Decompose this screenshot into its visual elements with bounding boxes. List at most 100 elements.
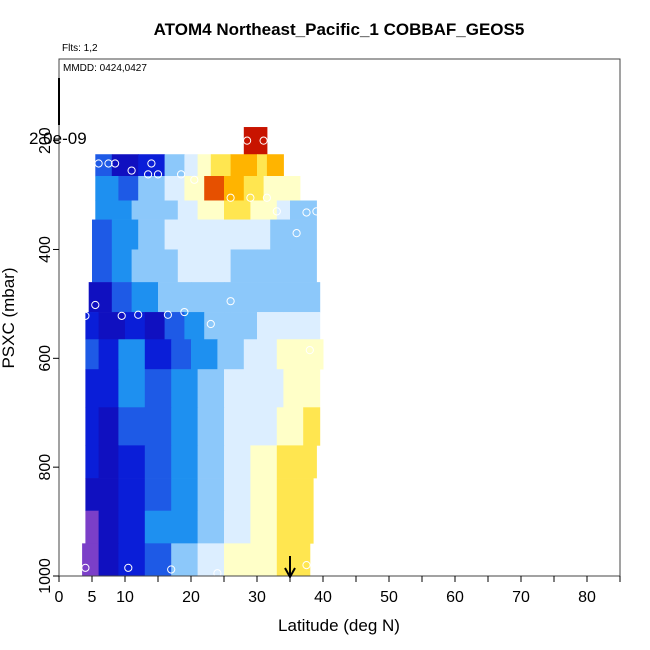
heatmap-cell [276,478,298,511]
sample-point [167,565,176,574]
x-axis-label: Latitude (deg N) [278,616,400,635]
x-tick-label: 30 [248,589,266,606]
heatmap-cell [85,478,100,511]
heatmap-cell [197,407,225,446]
heatmap-cell [303,339,324,370]
heatmap-cell [296,543,311,577]
heatmap-cell [224,282,251,313]
chart-title: ATOM4 Northeast_Pacific_1 COBBAF_GEOS5 [154,20,525,39]
sample-point [246,193,255,202]
heatmap-cell [217,339,245,370]
heatmap-cell [191,339,218,370]
sample-point [81,311,90,320]
heatmap-cell [270,219,291,250]
heatmap-cell [171,478,199,511]
heatmap-cell [82,543,100,577]
arrow-head [284,567,296,580]
sample-point [213,569,222,578]
heatmap-cell [164,154,185,177]
sample-point [272,207,281,216]
heatmap-cell [158,200,179,220]
heatmap-cell [164,219,192,250]
heatmap-cell [230,312,258,340]
heatmap-cell [85,510,100,544]
heatmap-cell [131,200,159,220]
heatmap-cell [250,510,278,544]
heatmap-cell [92,249,113,283]
heatmap-cell [224,369,251,408]
heatmap-cell [88,282,113,313]
heatmap-cell [164,312,185,340]
sample-point [94,159,103,168]
heatmap-cell [138,219,166,250]
heatmap-cell [184,154,199,177]
heatmap-cell [250,200,278,220]
sample-point [104,159,113,168]
plot-frame [58,58,621,577]
sample-point [226,297,235,306]
heatmap-cells [82,127,324,577]
heatmap-cell [283,176,301,201]
heatmap-cell [250,282,284,313]
heatmap-cell [164,176,185,201]
heatmap-cell [276,543,298,577]
sample-point [243,136,252,145]
sample-point [180,307,189,317]
x-axis: 0 5 10 20 30 40 50 60 70 80 [55,576,621,606]
heatmap-cell [111,282,133,313]
y-axis: 200 400 600 800 1000 [37,127,59,594]
heatmap-cell [118,339,146,370]
heatmap-cell [118,478,146,511]
y-axis-label: PSXC (mbar) [0,267,18,368]
heatmap-cell [131,282,159,313]
x-tick-label: 80 [578,589,596,606]
sample-point [91,300,100,310]
heatmap-cell [290,312,321,340]
heatmap-cell [144,407,172,446]
heatmap-cell [95,176,119,201]
heatmap-cell [224,200,251,220]
heatmap-cell [171,543,199,577]
heatmap-cell [144,312,166,340]
heatmap-cell [263,176,284,201]
heatmap-cell [204,312,232,340]
heatmap-cell [224,445,251,479]
y-tick-label: 1000 [37,558,54,594]
y-tick-label: 200 [37,127,54,154]
dates-label: MMDD: 0424,0427 [63,63,147,74]
sample-point [134,310,143,319]
heatmap-cell [224,510,251,544]
heatmap-cell [118,369,146,408]
heatmap-cell [144,543,172,577]
sample-point [312,207,321,216]
y-tick-label: 600 [37,345,54,372]
heatmap-cell [250,543,278,577]
sample-point [124,563,133,572]
heatmap-cell [250,445,278,479]
heatmap-cell [158,282,192,313]
heatmap-cell [243,127,268,155]
heatmap-cell [171,339,192,370]
heatmap-cell [250,407,278,446]
x-tick-label: 5 [88,589,97,606]
heatmap-cell [197,510,225,544]
x-tick-label: 50 [380,589,398,606]
heatmap-cell [296,510,314,544]
heatmap-cell [177,249,205,283]
heatmap-cell [296,478,314,511]
sample-points [81,136,321,578]
heatmap-cell [111,249,133,283]
heatmap-cell [184,176,205,201]
sample-point [302,561,311,570]
heatmap-cell [92,219,113,250]
heatmap-cell [197,445,225,479]
heatmap-cell [191,282,225,313]
heatmap-cell [250,369,284,408]
x-tick-label: 40 [314,589,332,606]
sample-point [127,166,136,175]
y-tick-label: 800 [37,454,54,481]
sample-point [305,346,314,355]
heatmap-cell [197,478,225,511]
heatmap-cell [210,154,232,177]
heatmap-cell [276,407,304,446]
